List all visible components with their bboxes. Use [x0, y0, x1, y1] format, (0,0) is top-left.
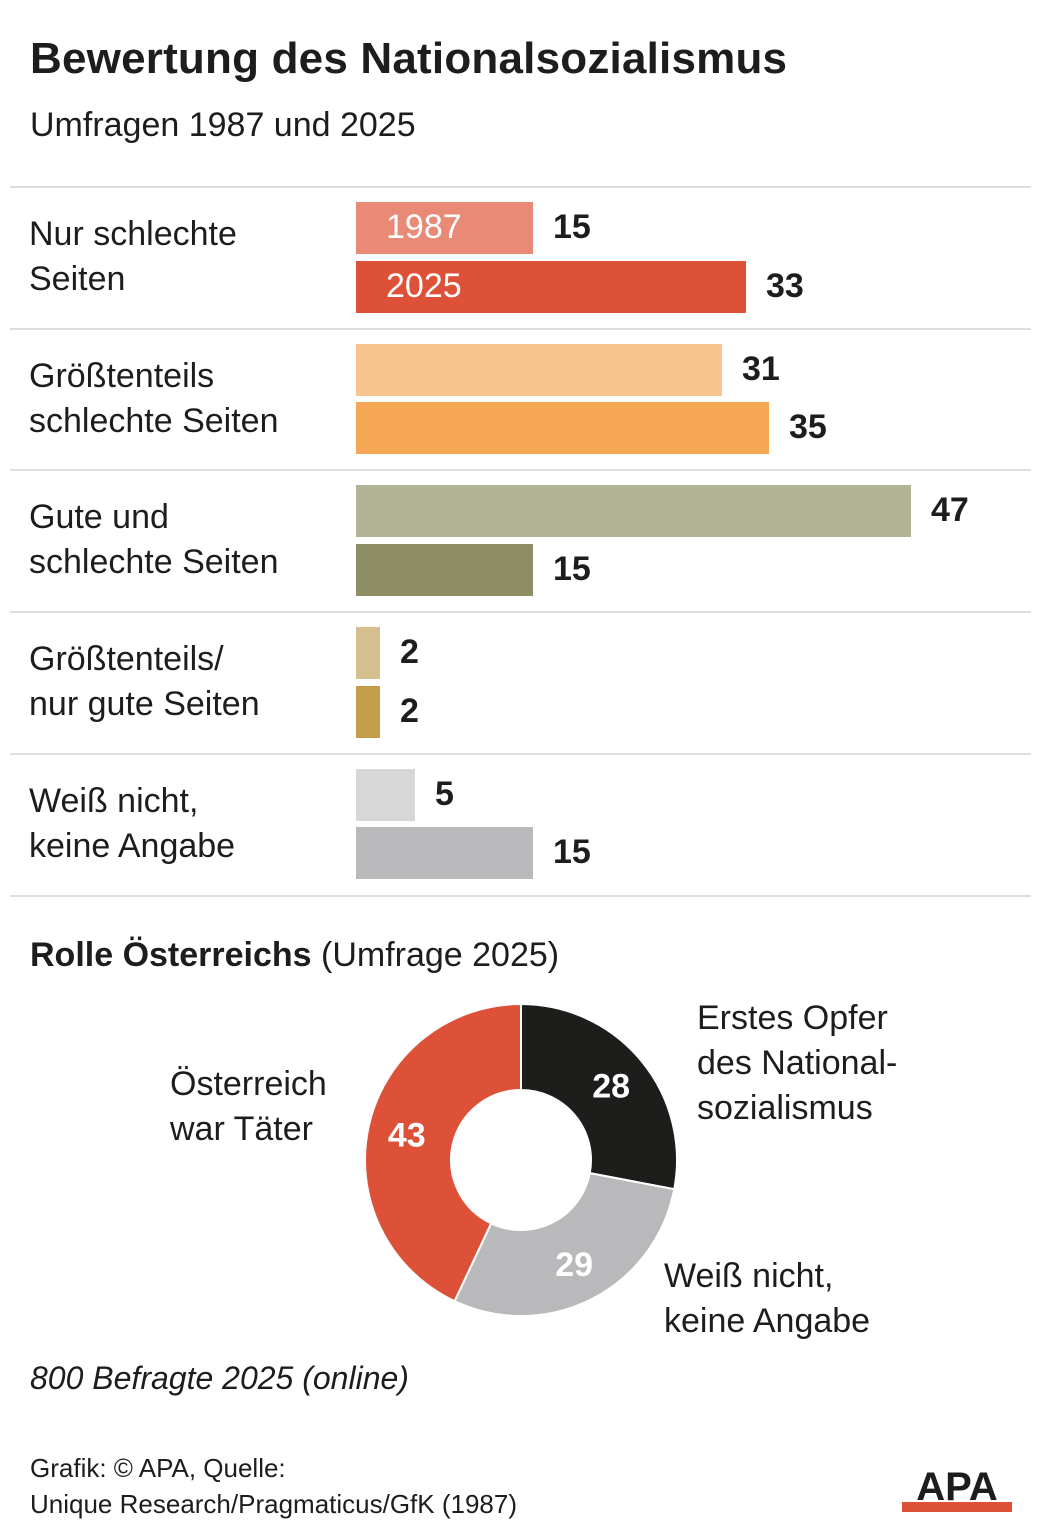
bar-2025	[356, 827, 533, 879]
donut-value-label: 43	[388, 1116, 426, 1154]
category-label-line: schlechte Seiten	[29, 543, 279, 581]
chart-subtitle: Umfragen 1987 und 2025	[30, 106, 416, 144]
donut-value-label: 29	[555, 1246, 593, 1284]
category-label-line: nur gute Seiten	[29, 685, 260, 723]
donut-title-bold: Rolle Österreichs	[30, 936, 312, 974]
apa-logo-bar	[902, 1502, 1012, 1512]
category-label-line: Gute und	[29, 498, 169, 536]
bar-1987	[356, 344, 722, 396]
bar-2025	[356, 686, 380, 738]
donut-slice	[520, 1002, 678, 1191]
category-label-line: Nur schlechte	[29, 215, 237, 253]
apa-logo: APA	[902, 1466, 1012, 1512]
row-divider	[10, 753, 1031, 755]
data-label: 15	[553, 208, 591, 246]
category-label: Weiß nicht, keine Angabe	[29, 779, 235, 869]
bar-2025: 2025	[356, 261, 746, 313]
slice-name-label: Weiß nicht, keine Angabe	[664, 1254, 870, 1344]
category-label-line: Seiten	[29, 260, 126, 298]
slice-name-line: war Täter	[170, 1110, 313, 1148]
legend-label-2025: 2025	[386, 267, 462, 305]
data-label: 47	[931, 491, 969, 529]
category-label-line: schlechte Seiten	[29, 402, 279, 440]
category-label-line: Weiß nicht,	[29, 782, 199, 820]
category-label: Gute und schlechte Seiten	[29, 495, 279, 585]
donut-slice	[453, 1171, 676, 1317]
data-label: 31	[742, 350, 780, 388]
slice-name-line: Österreich	[170, 1065, 327, 1103]
data-label: 33	[766, 267, 804, 305]
sample-note: 800 Befragte 2025 (online)	[30, 1360, 409, 1396]
category-label: Nur schlechte Seiten	[29, 212, 237, 302]
slice-name-line: keine Angabe	[664, 1302, 871, 1340]
donut-section-title: Rolle Österreichs (Umfrage 2025)	[30, 936, 559, 975]
category-label: Größtenteils schlechte Seiten	[29, 354, 279, 444]
credit-line-1: Grafik: © APA, Quelle:	[30, 1453, 286, 1483]
data-label: 2	[400, 692, 419, 730]
legend-label-1987: 1987	[386, 208, 462, 246]
data-label: 15	[553, 833, 591, 871]
category-label-line: Größtenteils	[29, 357, 215, 395]
slice-name-line: des National-	[697, 1044, 898, 1082]
category-label: Größtenteils/nur gute Seiten	[29, 637, 260, 727]
bar-1987	[356, 627, 380, 679]
donut-title-rest: (Umfrage 2025)	[311, 936, 560, 974]
bar-1987	[356, 485, 911, 537]
credit-line-2: Unique Research/Pragmaticus/GfK (1987)	[30, 1489, 518, 1519]
slice-name-line: Weiß nicht,	[664, 1257, 834, 1295]
data-label: 2	[400, 633, 419, 671]
bar-2025	[356, 544, 533, 596]
slice-name-label: Erstes Opfer des National-sozialismus	[697, 996, 897, 1131]
bar-1987	[356, 769, 415, 821]
slice-name-line: Erstes Opfer	[697, 999, 888, 1037]
chart-title: Bewertung des Nationalsozialismus	[30, 34, 788, 83]
category-label-line: keine Angabe	[29, 827, 236, 865]
apa-logo-text: APA	[916, 1466, 997, 1509]
data-label: 5	[435, 775, 454, 813]
row-divider	[10, 328, 1031, 330]
slice-name-label: Österreich war Täter	[170, 1062, 327, 1152]
data-label: 15	[553, 550, 591, 588]
donut-value-label: 28	[592, 1067, 630, 1105]
donut-slice	[364, 1002, 522, 1303]
source-credit: Grafik: © APA, Quelle: Unique Research/P…	[30, 1450, 517, 1522]
bar-1987: 1987	[356, 202, 533, 254]
row-divider	[10, 611, 1031, 613]
bar-2025	[356, 402, 769, 454]
row-divider	[10, 469, 1031, 471]
row-divider	[10, 186, 1031, 188]
row-divider	[10, 895, 1031, 897]
category-label-line: Größtenteils/	[29, 640, 224, 678]
slice-name-line: sozialismus	[697, 1089, 873, 1127]
data-label: 35	[789, 408, 827, 446]
